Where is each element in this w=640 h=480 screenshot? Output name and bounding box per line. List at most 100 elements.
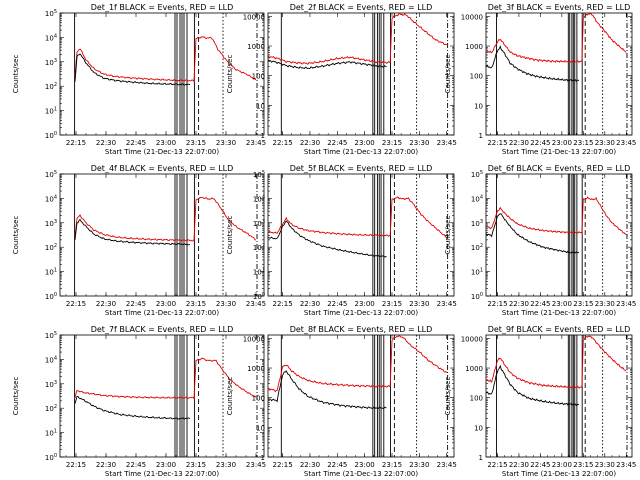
x-tick-label: 22:15 <box>487 139 507 147</box>
x-tick-label: 23:00 <box>355 461 375 469</box>
x-tick-label: 23:00 <box>355 139 375 147</box>
y-tick-label: 105 <box>253 170 265 179</box>
chart-title: Det_4f BLACK = Events, RED = LLD <box>91 164 234 173</box>
x-axis-label: Start Time (21-Dec-13 22:07:00) <box>304 470 418 478</box>
y-tick-label: 102 <box>253 243 265 252</box>
x-tick-label: 22:15 <box>487 461 507 469</box>
series-line-events <box>486 364 580 407</box>
x-axis-label: Start Time (21-Dec-13 22:07:00) <box>105 470 219 478</box>
y-tick-label: 1000 <box>247 43 265 51</box>
y-tick-label: 103 <box>45 58 57 67</box>
plot-frame <box>59 334 265 458</box>
y-tick-label: 1000 <box>465 43 483 51</box>
x-tick-label: 22:15 <box>66 139 86 147</box>
y-tick-label: 1 <box>261 132 265 140</box>
y-tick-label: 102 <box>45 404 57 413</box>
chart-title: Det_3f BLACK = Events, RED = LLD <box>488 3 631 12</box>
y-tick-label: 100 <box>470 395 483 403</box>
y-tick-exponent: 3 <box>480 219 483 225</box>
plot-frame <box>59 173 265 297</box>
chart-title: Det_6f BLACK = Events, RED = LLD <box>488 164 631 173</box>
y-tick-label: 10000 <box>461 13 483 21</box>
chart-panel-1: Det_1f BLACK = Events, RED = LLD10010110… <box>12 3 266 156</box>
x-tick-label: 23:45 <box>437 139 457 147</box>
x-tick-label: 22:30 <box>300 300 320 308</box>
y-tick-label: 103 <box>253 219 265 228</box>
x-tick-label: 23:00 <box>156 139 176 147</box>
x-tick-label: 23:15 <box>186 139 206 147</box>
x-tick-label: 23:15 <box>573 300 593 308</box>
x-tick-label: 23:00 <box>156 300 176 308</box>
x-tick-label: 22:45 <box>327 461 347 469</box>
y-tick-exponent: 4 <box>480 194 483 200</box>
series-line-events <box>268 370 387 410</box>
y-tick-label: 1000 <box>465 365 483 373</box>
y-tick-label: 102 <box>471 243 483 252</box>
y-tick-label: 100 <box>45 292 57 301</box>
y-tick-label: 1 <box>479 454 483 462</box>
y-tick-label: 103 <box>45 380 57 389</box>
series-line-events <box>268 59 387 70</box>
x-tick-label: 23:00 <box>552 461 572 469</box>
series-line-events <box>486 213 579 254</box>
y-axis-label: Counts/sec <box>12 377 20 416</box>
y-axis-label: Counts/sec <box>226 55 234 94</box>
chart-title: Det_2f BLACK = Events, RED = LLD <box>290 3 433 12</box>
series-line-events <box>74 395 191 420</box>
x-tick-label: 23:30 <box>595 139 615 147</box>
y-tick-label: 100 <box>470 73 483 81</box>
x-tick-label: 22:30 <box>96 461 116 469</box>
series-line-events <box>74 53 191 86</box>
x-axis-label: Start Time (21-Dec-13 22:07:00) <box>304 148 418 156</box>
series-line-lld <box>268 13 447 65</box>
y-tick-label: 10 <box>474 424 483 432</box>
plot-frame <box>267 173 455 297</box>
chart-title: Det_9f BLACK = Events, RED = LLD <box>488 325 631 334</box>
x-tick-label: 23:30 <box>409 461 429 469</box>
y-tick-label: 105 <box>45 9 57 18</box>
chart-panel-8: Det_8f BLACK = Events, RED = LLD 1 10 100 10… <box>226 325 457 478</box>
y-tick-label: 100 <box>471 292 483 301</box>
y-tick-exponent: 1 <box>480 268 483 274</box>
y-tick-exponent: 4 <box>54 33 57 39</box>
y-tick-exponent: 1 <box>54 429 57 435</box>
x-tick-label: 23:45 <box>616 139 636 147</box>
x-tick-label: 23:45 <box>616 461 636 469</box>
plot-frame <box>485 12 633 136</box>
chart-panel-6: Det_6f BLACK = Events, RED = LLD10010110… <box>444 164 636 317</box>
x-tick-label: 23:45 <box>616 300 636 308</box>
y-tick-label: 10 <box>256 424 265 432</box>
y-tick-label: 101 <box>45 268 57 277</box>
x-tick-label: 23:30 <box>216 461 236 469</box>
series-line-lld <box>268 335 448 393</box>
y-tick-label: 104 <box>45 33 57 42</box>
chart-panel-9: Det_9f BLACK = Events, RED = LLD 1 10 100 10… <box>444 325 636 478</box>
y-tick-exponent: 2 <box>54 404 57 410</box>
x-tick-label: 23:30 <box>595 300 615 308</box>
y-tick-exponent: 3 <box>54 380 57 386</box>
y-tick-label: 103 <box>471 219 483 228</box>
y-tick-label: 100 <box>252 395 265 403</box>
x-tick-label: 23:15 <box>573 139 593 147</box>
x-axis-label: Start Time (21-Dec-13 22:07:00) <box>502 470 616 478</box>
y-tick-exponent: 1 <box>262 268 265 274</box>
y-tick-label: 101 <box>45 429 57 438</box>
chart-title: Det_5f BLACK = Events, RED = LLD <box>290 164 433 173</box>
y-tick-exponent: 4 <box>54 194 57 200</box>
x-tick-label: 23:45 <box>437 300 457 308</box>
x-tick-label: 22:15 <box>272 139 292 147</box>
x-tick-label: 23:30 <box>409 300 429 308</box>
x-tick-label: 22:30 <box>509 300 529 308</box>
x-tick-label: 22:45 <box>530 461 550 469</box>
chart-panel-5: Det_5f BLACK = Events, RED = LLD10010110… <box>226 164 457 317</box>
y-axis-label: Counts/sec <box>226 216 234 255</box>
x-tick-label: 23:15 <box>186 461 206 469</box>
chart-panel-3: Det_3f BLACK = Events, RED = LLD 1 10 100 10… <box>444 3 636 156</box>
y-tick-exponent: 2 <box>480 243 483 249</box>
x-tick-label: 23:00 <box>552 300 572 308</box>
y-tick-exponent: 0 <box>54 292 57 298</box>
y-tick-label: 10 <box>256 102 265 110</box>
y-tick-label: 104 <box>45 194 57 203</box>
y-tick-label: 104 <box>253 194 265 203</box>
